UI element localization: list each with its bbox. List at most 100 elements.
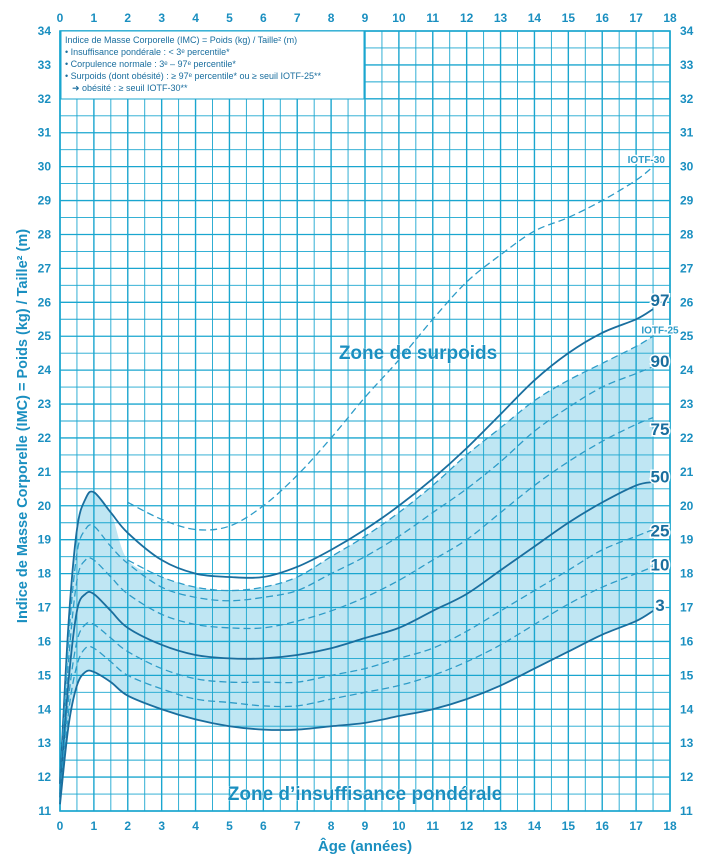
x-tick-bottom: 16 [596, 819, 610, 833]
curve-label-3: 3 [655, 596, 664, 615]
y-tick-right: 21 [680, 465, 694, 479]
legend-line-3: • Surpoids (dont obésité) : ≥ 97ᵉ percen… [65, 71, 321, 81]
y-tick-right: 29 [680, 194, 694, 208]
y-tick-left: 12 [38, 770, 52, 784]
x-tick-top: 3 [158, 11, 165, 25]
legend-box: Indice de Masse Corporelle (IMC) = Poids… [60, 30, 365, 100]
x-tick-top: 15 [562, 11, 576, 25]
series-line-50 [59, 481, 654, 798]
y-tick-left: 31 [38, 126, 52, 140]
x-tick-bottom: 6 [260, 819, 267, 833]
y-tick-right: 33 [680, 58, 694, 72]
y-tick-right: 16 [680, 634, 694, 648]
x-tick-bottom: 9 [362, 819, 369, 833]
series-lines [59, 166, 654, 805]
x-tick-bottom: 12 [460, 819, 474, 833]
y-tick-right: 24 [680, 363, 694, 377]
x-tick-bottom: 15 [562, 819, 576, 833]
x-tick-top: 8 [328, 11, 335, 25]
curve-label-97: 97 [651, 291, 670, 310]
y-tick-right: 25 [680, 329, 694, 343]
series-line-97 [59, 308, 654, 784]
y-tick-left: 26 [38, 295, 52, 309]
x-tick-top: 9 [362, 11, 369, 25]
y-tick-left: 33 [38, 58, 52, 72]
x-tick-top: 6 [260, 11, 267, 25]
x-tick-bottom: 4 [192, 819, 199, 833]
y-tick-right: 19 [680, 533, 694, 547]
series-line-3 [59, 610, 654, 805]
x-tick-bottom: 7 [294, 819, 301, 833]
x-tick-top: 1 [91, 11, 98, 25]
y-tick-right: 14 [680, 702, 694, 716]
curve-label-10: 10 [651, 555, 670, 574]
series-line-90 [59, 366, 654, 791]
y-tick-right: 28 [680, 227, 694, 241]
y-tick-right: 11 [680, 804, 693, 818]
x-tick-top: 17 [629, 11, 643, 25]
y-tick-left: 30 [38, 160, 52, 174]
y-tick-left: 24 [38, 363, 52, 377]
x-tick-bottom: 13 [494, 819, 508, 833]
y-tick-right: 13 [680, 736, 694, 750]
legend-line-1: • Insuffisance pondérale : < 3ᵉ percenti… [65, 47, 230, 57]
tick-labels: 0011223344556677889910101111121213131414… [38, 11, 694, 833]
series-line-75 [59, 417, 654, 795]
normal-zone-fill [60, 336, 654, 805]
series-line-iotf-25 [127, 335, 654, 592]
x-tick-top: 13 [494, 11, 508, 25]
y-tick-right: 15 [680, 668, 694, 682]
x-tick-top: 11 [426, 11, 439, 25]
y-tick-left: 11 [38, 804, 51, 818]
y-tick-right: 12 [680, 770, 694, 784]
y-tick-left: 22 [38, 431, 52, 445]
x-tick-top: 4 [192, 11, 199, 25]
y-tick-right: 20 [680, 499, 694, 513]
y-tick-left: 20 [38, 499, 52, 513]
y-tick-right: 18 [680, 567, 694, 581]
y-tick-left: 27 [38, 261, 52, 275]
x-tick-bottom: 0 [57, 819, 64, 833]
y-tick-left: 19 [38, 533, 52, 547]
legend-line-2: • Corpulence normale : 3ᵉ – 97ᵉ percenti… [65, 59, 236, 69]
legend-line-4: ➜ obésité : ≥ seuil IOTF-30** [72, 83, 188, 93]
y-tick-left: 34 [38, 24, 52, 38]
y-tick-right: 22 [680, 431, 694, 445]
curve-labels: 97 IOTF-25 90 75 50 25 10 3 IOTF-30 [626, 153, 680, 616]
curve-label-25: 25 [651, 522, 670, 541]
x-tick-top: 18 [663, 11, 677, 25]
x-tick-top: 2 [124, 11, 131, 25]
y-tick-right: 26 [680, 295, 694, 309]
x-tick-bottom: 18 [663, 819, 677, 833]
x-axis-title: Âge (années) [318, 837, 412, 855]
y-tick-left: 25 [38, 329, 52, 343]
y-tick-right: 32 [680, 92, 694, 106]
y-tick-left: 18 [38, 567, 52, 581]
y-tick-left: 32 [38, 92, 52, 106]
series-line-iotf-30 [127, 166, 654, 531]
x-tick-bottom: 10 [392, 819, 406, 833]
x-tick-bottom: 17 [629, 819, 643, 833]
y-tick-right: 27 [680, 261, 694, 275]
y-tick-right: 34 [680, 24, 694, 38]
x-tick-top: 16 [596, 11, 610, 25]
normal-zone-band [60, 336, 654, 805]
curve-label-50: 50 [651, 467, 670, 486]
x-tick-top: 10 [392, 11, 406, 25]
series-line-25 [59, 528, 654, 801]
y-tick-left: 23 [38, 397, 52, 411]
legend-title: Indice de Masse Corporelle (IMC) = Poids… [65, 35, 297, 45]
y-axis-title: Indice de Masse Corporelle (IMC) = Poids… [15, 229, 31, 623]
y-tick-left: 14 [38, 702, 52, 716]
series-line-10 [59, 566, 654, 805]
x-tick-bottom: 2 [124, 819, 131, 833]
curve-label-iotf-25: IOTF-25 [641, 325, 679, 336]
curve-label-75: 75 [651, 420, 670, 439]
y-tick-right: 17 [680, 601, 694, 615]
y-tick-left: 28 [38, 227, 52, 241]
x-tick-top: 7 [294, 11, 301, 25]
x-tick-bottom: 8 [328, 819, 335, 833]
y-tick-left: 17 [38, 601, 52, 615]
zone-underweight-label: Zone d’insuffisance pondérale [228, 784, 503, 805]
